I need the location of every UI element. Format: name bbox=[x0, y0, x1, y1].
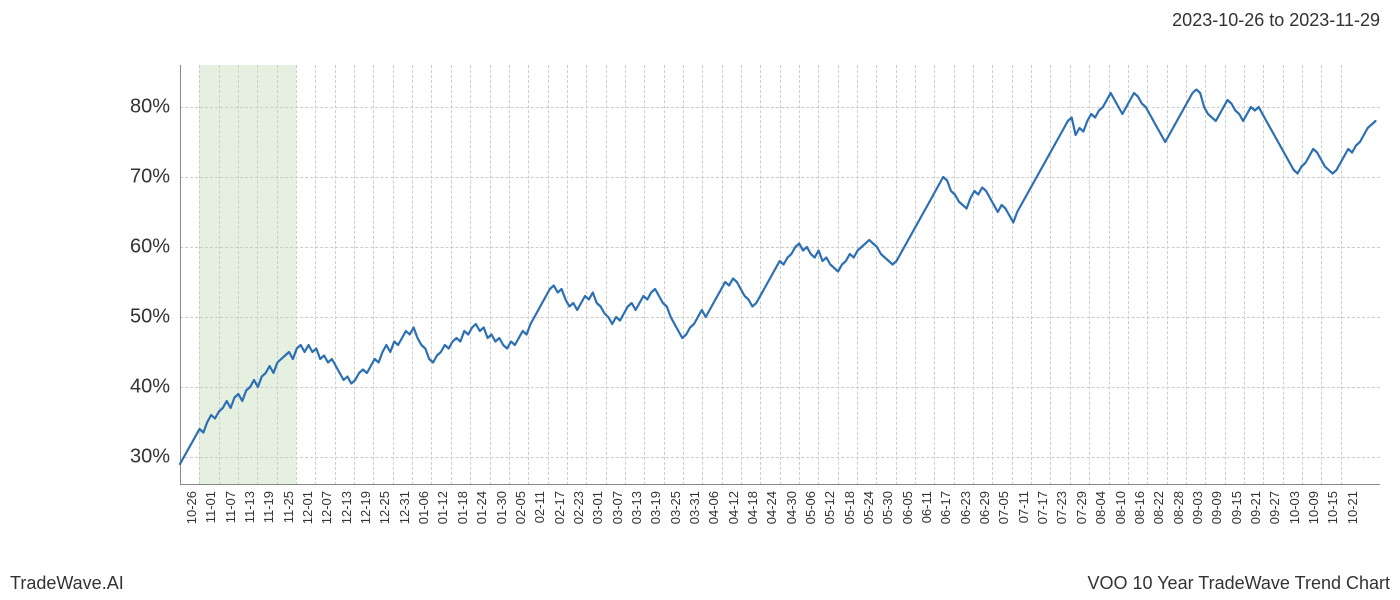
x-tick-label: 08-04 bbox=[1093, 491, 1108, 524]
x-tick-label: 07-11 bbox=[1016, 491, 1031, 523]
x-tick-label: 11-25 bbox=[281, 491, 296, 523]
date-range-label: 2023-10-26 to 2023-11-29 bbox=[1172, 10, 1380, 31]
x-tick-label: 11-07 bbox=[223, 491, 238, 523]
chart-title: VOO 10 Year TradeWave Trend Chart bbox=[1088, 573, 1391, 594]
x-tick-label: 04-30 bbox=[784, 491, 799, 524]
x-tick-label: 04-12 bbox=[726, 491, 741, 524]
x-tick-label: 05-06 bbox=[803, 491, 818, 524]
x-tick-label: 04-24 bbox=[764, 491, 779, 524]
x-tick-label: 01-24 bbox=[474, 491, 489, 524]
x-tick-label: 09-15 bbox=[1229, 491, 1244, 524]
x-tick-label: 05-24 bbox=[861, 491, 876, 524]
x-tick-label: 08-10 bbox=[1113, 491, 1128, 524]
x-tick-label: 09-27 bbox=[1267, 491, 1282, 524]
x-tick-label: 03-01 bbox=[590, 491, 605, 524]
x-tick-label: 04-18 bbox=[745, 491, 760, 524]
x-tick-label: 10-26 bbox=[184, 491, 199, 524]
x-tick-label: 12-07 bbox=[319, 491, 334, 524]
x-tick-label: 03-31 bbox=[687, 491, 702, 524]
x-tick-label: 10-09 bbox=[1306, 491, 1321, 524]
x-tick-label: 07-17 bbox=[1035, 491, 1050, 524]
x-tick-label: 11-01 bbox=[203, 491, 218, 523]
y-tick-label: 70% bbox=[130, 166, 170, 189]
brand-label: TradeWave.AI bbox=[10, 573, 124, 594]
x-tick-label: 03-07 bbox=[610, 491, 625, 524]
x-tick-label: 12-13 bbox=[339, 491, 354, 524]
x-tick-label: 07-29 bbox=[1074, 491, 1089, 524]
x-tick-label: 09-21 bbox=[1248, 491, 1263, 524]
x-tick-label: 07-23 bbox=[1054, 491, 1069, 524]
x-tick-label: 12-01 bbox=[300, 491, 315, 524]
x-tick-label: 01-30 bbox=[494, 491, 509, 524]
x-tick-label: 03-25 bbox=[668, 491, 683, 524]
x-tick-label: 05-12 bbox=[822, 491, 837, 524]
chart-container: 2023-10-26 to 2023-11-29 30% 40% 50% 60% 70%… bbox=[0, 0, 1400, 600]
x-tick-label: 06-23 bbox=[958, 491, 973, 524]
x-tick-label: 03-19 bbox=[648, 491, 663, 524]
x-tick-label: 04-06 bbox=[706, 491, 721, 524]
x-tick-label: 02-05 bbox=[513, 491, 528, 524]
x-tick-label: 07-05 bbox=[996, 491, 1011, 524]
x-tick-label: 03-13 bbox=[629, 491, 644, 524]
x-tick-label: 12-31 bbox=[397, 491, 412, 524]
x-tick-label: 12-25 bbox=[377, 491, 392, 524]
y-tick-label: 60% bbox=[130, 236, 170, 259]
x-tick-label: 02-23 bbox=[571, 491, 586, 524]
x-tick-label: 06-11 bbox=[919, 491, 934, 523]
line-series bbox=[180, 65, 1380, 485]
y-tick-label: 30% bbox=[130, 446, 170, 469]
x-tick-label: 05-18 bbox=[842, 491, 857, 524]
x-tick-label: 02-17 bbox=[552, 491, 567, 524]
x-tick-label: 09-09 bbox=[1209, 491, 1224, 524]
x-tick-label: 05-30 bbox=[880, 491, 895, 524]
x-tick-label: 11-19 bbox=[261, 491, 276, 523]
x-tick-label: 01-06 bbox=[416, 491, 431, 524]
x-tick-label: 01-12 bbox=[435, 491, 450, 524]
x-tick-label: 02-11 bbox=[532, 491, 547, 523]
x-tick-label: 01-18 bbox=[455, 491, 470, 524]
x-tick-label: 10-21 bbox=[1345, 491, 1360, 524]
x-tick-label: 06-05 bbox=[900, 491, 915, 524]
x-tick-label: 11-13 bbox=[242, 491, 257, 523]
y-tick-label: 50% bbox=[130, 306, 170, 329]
y-tick-label: 40% bbox=[130, 376, 170, 399]
x-tick-label: 06-29 bbox=[977, 491, 992, 524]
x-tick-label: 08-16 bbox=[1132, 491, 1147, 524]
x-tick-label: 10-03 bbox=[1287, 491, 1302, 524]
x-tick-label: 08-22 bbox=[1151, 491, 1166, 524]
x-tick-label: 09-03 bbox=[1190, 491, 1205, 524]
y-tick-label: 80% bbox=[130, 96, 170, 119]
plot-area bbox=[180, 65, 1380, 485]
x-tick-label: 06-17 bbox=[938, 491, 953, 524]
x-tick-label: 12-19 bbox=[358, 491, 373, 524]
x-tick-label: 10-15 bbox=[1325, 491, 1340, 524]
x-tick-label: 08-28 bbox=[1171, 491, 1186, 524]
